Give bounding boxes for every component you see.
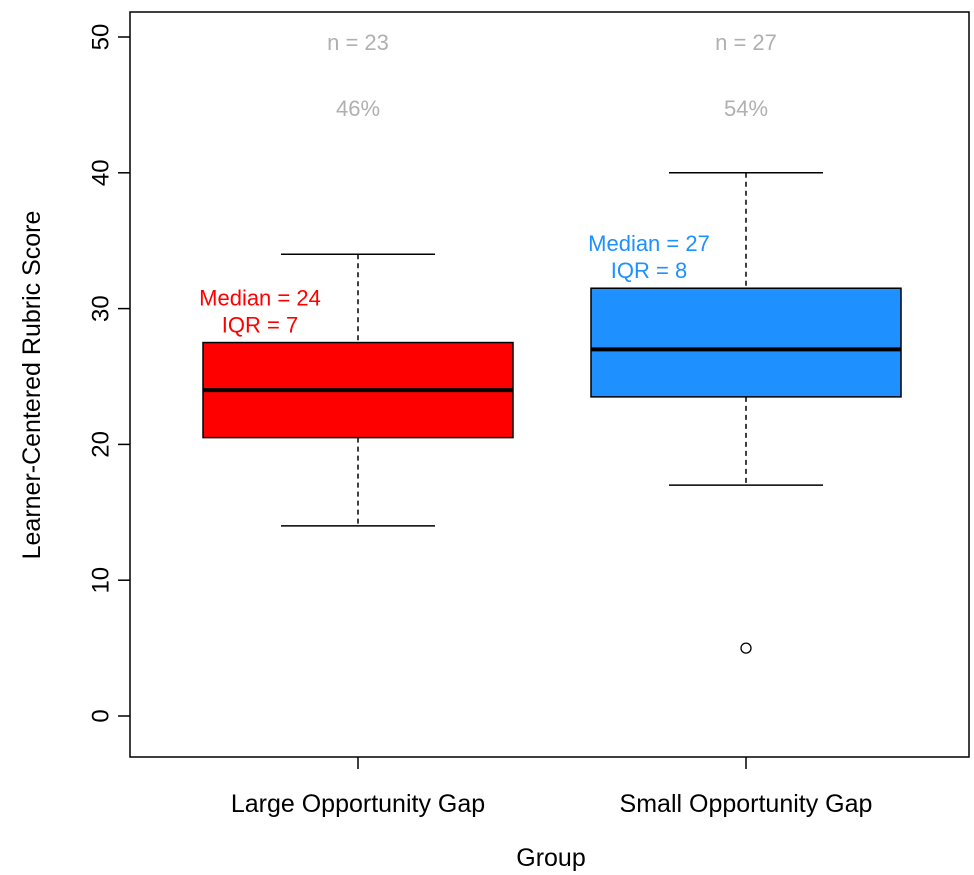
box-group [202, 253, 514, 527]
percent-label: 46% [336, 96, 380, 121]
iqr-annotation: IQR = 8 [611, 258, 687, 283]
n-label: n = 27 [715, 30, 777, 55]
y-tick-label: 20 [87, 431, 114, 458]
x-axis-title: Group [516, 844, 585, 872]
y-axis: 0 10 20 30 40 50 [87, 24, 130, 723]
iqr-box [590, 287, 902, 398]
y-axis-title: Learner-Centered Rubric Score [18, 211, 46, 560]
median-annotation: Median = 27 [588, 231, 710, 256]
n-label: n = 23 [327, 30, 389, 55]
median-annotation: Median = 24 [199, 286, 321, 311]
y-tick-label: 30 [87, 295, 114, 322]
plot-frame [129, 11, 970, 758]
boxes [202, 172, 902, 654]
y-tick-label: 10 [87, 567, 114, 594]
y-tick-label: 50 [87, 24, 114, 51]
x-axis: Large Opportunity Gap Small Opportunity G… [231, 757, 873, 818]
x-tick-label: Small Opportunity Gap [620, 790, 873, 818]
y-tick-label: 40 [87, 159, 114, 186]
y-tick-label: 0 [87, 709, 114, 722]
iqr-annotation: IQR = 7 [222, 313, 298, 338]
outlier-point [740, 642, 752, 654]
box-group [590, 172, 902, 654]
x-tick-label: Large Opportunity Gap [231, 790, 485, 818]
percent-label: 54% [724, 96, 768, 121]
